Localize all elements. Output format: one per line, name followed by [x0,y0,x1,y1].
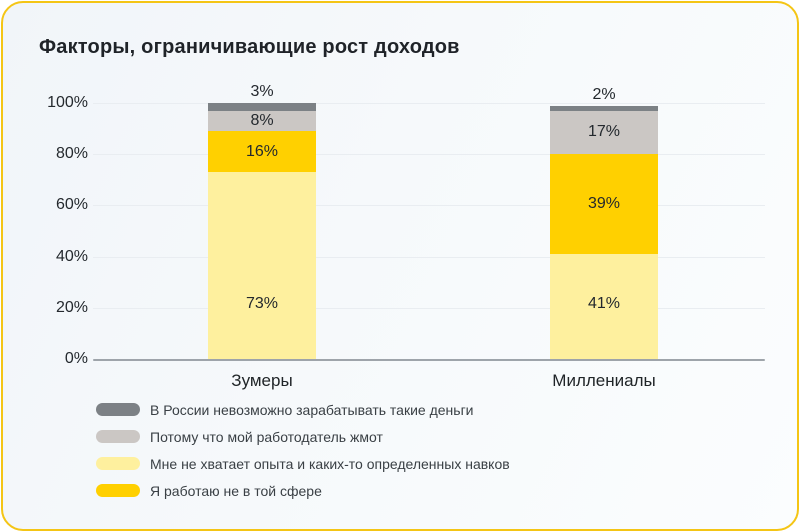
bar-value-label: 8% [250,111,274,129]
legend-item: Потому что мой работодатель жмот [96,423,510,450]
bar-segment [550,110,658,155]
bar-segment [208,131,316,173]
legend-label: Потому что мой работодатель жмот [150,428,383,445]
gridline-60 [93,205,765,207]
bar-value-label: 17% [587,123,621,141]
gridline-40 [93,256,765,258]
bar-segment [208,103,316,111]
bar-segment [550,254,658,359]
y-axis-tick-label-60: 60% [55,196,88,214]
y-axis-tick-label-80: 80% [55,145,88,163]
gridline-20 [93,307,765,309]
legend-swatch-icon [96,403,140,416]
legend-label: В России невозможно зарабатывать такие д… [150,401,474,418]
x-axis-line [93,359,765,361]
gridline-80 [93,154,765,156]
legend-swatch-icon [96,457,140,470]
bar-value-label: 3% [250,83,274,100]
gridline-100 [93,103,765,104]
y-axis-tick-label-40: 40% [55,247,88,265]
y-axis-tick-label-20: 20% [55,298,88,316]
legend-swatch-icon [96,430,140,443]
legend-item: Мне не хватает опыта и каких-то определе… [96,450,510,477]
legend-item: Я работаю не в той сфере [96,477,510,504]
bar-segment [550,105,658,111]
legend: В России невозможно зарабатывать такие д… [96,396,510,504]
bar-value-label: 41% [587,295,621,312]
legend-swatch-icon [96,484,140,497]
bar-segment [208,172,316,359]
y-axis-tick-label-100: 100% [47,94,88,111]
bar-segment [208,110,316,132]
category-label-millenialy: Миллениалы [552,371,656,390]
chart-title: Факторы, ограничивающие рост доходов [39,36,460,58]
bar-value-label: 2% [592,85,616,103]
legend-label: Я работаю не в той сфере [150,482,322,499]
category-label-zumery: Зумеры [231,371,293,390]
legend-item: В России невозможно зарабатывать такие д… [96,396,510,423]
bar-value-label: 73% [245,295,279,312]
bar-value-label: 16% [245,142,279,160]
bar-segment [550,154,658,255]
y-axis-tick-label-0: 0% [64,350,88,367]
legend-label: Мне не хватает опыта и каких-то определе… [150,455,510,472]
bar-value-label: 39% [587,195,621,213]
